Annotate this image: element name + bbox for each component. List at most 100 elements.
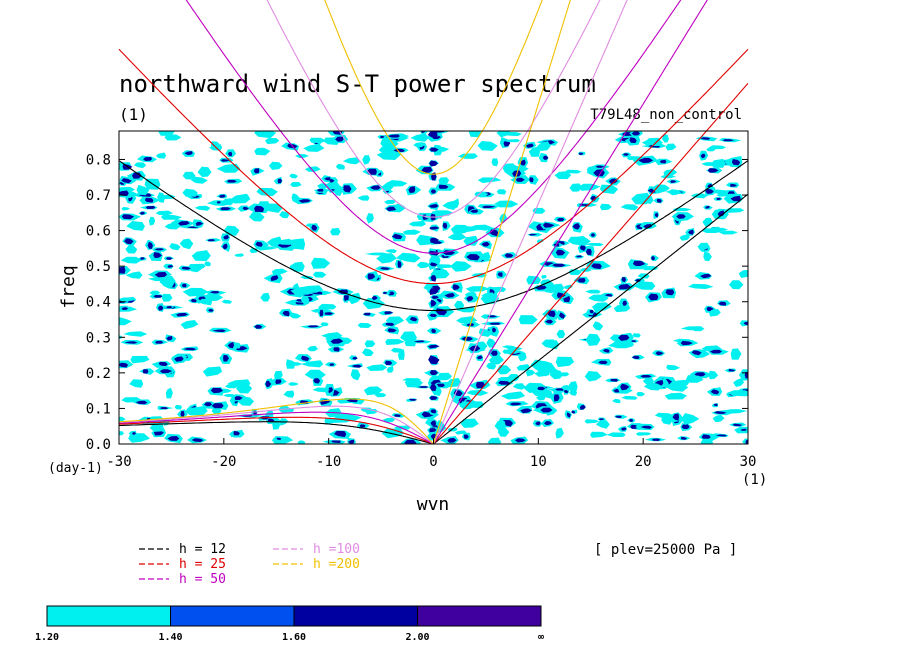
power-patch-low bbox=[481, 292, 496, 299]
power-patch-high bbox=[470, 209, 478, 213]
power-patch-low bbox=[502, 349, 524, 354]
color-scale-bar: 1.20 1.40 1.60 2.00 ∞ bbox=[35, 605, 544, 643]
power-patch-high bbox=[384, 360, 393, 366]
power-patch-low bbox=[512, 383, 526, 390]
power-patch-high bbox=[209, 291, 220, 294]
power-patch-high bbox=[431, 295, 439, 299]
power-patch-high bbox=[452, 284, 460, 291]
power-patch-high bbox=[421, 131, 426, 134]
power-patch-high bbox=[577, 278, 586, 283]
power-patch-low bbox=[158, 131, 175, 136]
power-patch-high bbox=[655, 351, 664, 356]
power-patch-high bbox=[136, 400, 148, 405]
power-patch-high bbox=[618, 334, 630, 341]
power-patch-high bbox=[334, 430, 347, 438]
x-tick-label: 10 bbox=[530, 454, 547, 470]
power-patch-high bbox=[620, 383, 630, 391]
power-patch-high bbox=[680, 436, 687, 440]
power-patch-low bbox=[569, 389, 578, 396]
power-patch-low bbox=[385, 339, 405, 345]
power-patch-low bbox=[204, 292, 224, 302]
power-patch-high bbox=[672, 413, 680, 421]
power-patch-high bbox=[429, 428, 437, 433]
y-axis-ticks: 0.0 0.1 0.2 0.3 0.4 0.5 0.6 0.7 0.8 bbox=[86, 152, 748, 453]
power-patch-high bbox=[547, 310, 556, 318]
power-patch-low bbox=[148, 216, 156, 226]
power-patch-high bbox=[393, 148, 405, 152]
power-patch-high bbox=[717, 210, 725, 217]
power-patch-low bbox=[564, 169, 582, 174]
legend-label: h = 25 bbox=[179, 557, 226, 572]
power-patch-high bbox=[585, 248, 592, 256]
power-patch-high bbox=[348, 439, 355, 444]
power-patch-low bbox=[489, 355, 504, 366]
power-patch-low bbox=[350, 369, 361, 381]
power-patch-high bbox=[629, 419, 633, 422]
power-patch-high bbox=[270, 275, 279, 282]
power-patch-high bbox=[656, 198, 662, 203]
power-patch-low bbox=[119, 431, 124, 436]
power-patch-high bbox=[497, 272, 503, 277]
power-patch-low bbox=[465, 286, 490, 292]
power-patch-high bbox=[590, 233, 596, 237]
legend-label: h =200 bbox=[313, 557, 360, 572]
power-patch-low bbox=[289, 173, 298, 179]
power-patch-high bbox=[544, 421, 552, 426]
power-patch-high bbox=[602, 349, 610, 353]
power-patch-high bbox=[408, 186, 416, 193]
power-patch-low bbox=[155, 210, 173, 216]
power-patch-high bbox=[180, 411, 185, 417]
power-patch-low bbox=[655, 187, 669, 192]
power-patch-high bbox=[311, 224, 318, 231]
power-patch-high bbox=[254, 324, 263, 329]
power-patch-low bbox=[313, 271, 327, 278]
power-patch-high bbox=[542, 155, 549, 160]
power-patch-high bbox=[254, 205, 264, 212]
power-patch-low bbox=[681, 413, 700, 425]
power-patch-low bbox=[364, 340, 376, 348]
power-patch-low bbox=[235, 383, 253, 394]
power-patch-high bbox=[367, 273, 376, 280]
power-patch-low bbox=[300, 360, 324, 368]
power-patch-low bbox=[321, 332, 343, 339]
power-patch-high bbox=[701, 434, 711, 440]
inertia-gravity-curve-50 bbox=[185, 0, 682, 254]
power-patch-low bbox=[121, 207, 131, 211]
power-patch-high bbox=[621, 427, 627, 431]
power-patch-high bbox=[728, 369, 736, 372]
power-patch-high bbox=[391, 233, 403, 240]
power-patch-high bbox=[676, 214, 686, 219]
power-patch-low bbox=[307, 345, 319, 352]
rossby-curve-200 bbox=[118, 398, 434, 444]
power-patch-low bbox=[268, 161, 283, 170]
power-patch-high bbox=[176, 312, 188, 317]
power-patch-low bbox=[555, 427, 564, 439]
power-patch-low bbox=[438, 177, 450, 185]
power-patch-high bbox=[466, 296, 474, 302]
power-patch-low bbox=[416, 261, 431, 269]
power-patch-high bbox=[556, 218, 565, 222]
power-patch-high bbox=[317, 188, 324, 192]
color-scale-box bbox=[293, 605, 418, 627]
power-patch-low bbox=[191, 176, 208, 184]
x-tick-label: -10 bbox=[316, 454, 341, 470]
power-patch-low bbox=[451, 198, 459, 209]
power-patch-high bbox=[481, 241, 490, 247]
power-patch-low bbox=[569, 183, 583, 192]
power-patch-low bbox=[119, 416, 126, 422]
power-patch-low bbox=[169, 243, 181, 251]
power-patch-low bbox=[477, 177, 502, 183]
power-patch-high bbox=[335, 136, 344, 142]
power-patch-low bbox=[619, 341, 635, 348]
kelvin-curve-12 bbox=[433, 193, 749, 444]
power-patch-high bbox=[313, 378, 321, 384]
power-patch-high bbox=[705, 205, 710, 209]
y-tick-label: 0.8 bbox=[86, 152, 111, 168]
power-patch-low bbox=[385, 316, 405, 325]
power-patch-high bbox=[158, 305, 164, 311]
power-patch-low bbox=[200, 256, 209, 262]
power-patch-high bbox=[428, 204, 439, 208]
power-patch-low bbox=[408, 220, 427, 227]
power-patch-high bbox=[319, 309, 324, 317]
